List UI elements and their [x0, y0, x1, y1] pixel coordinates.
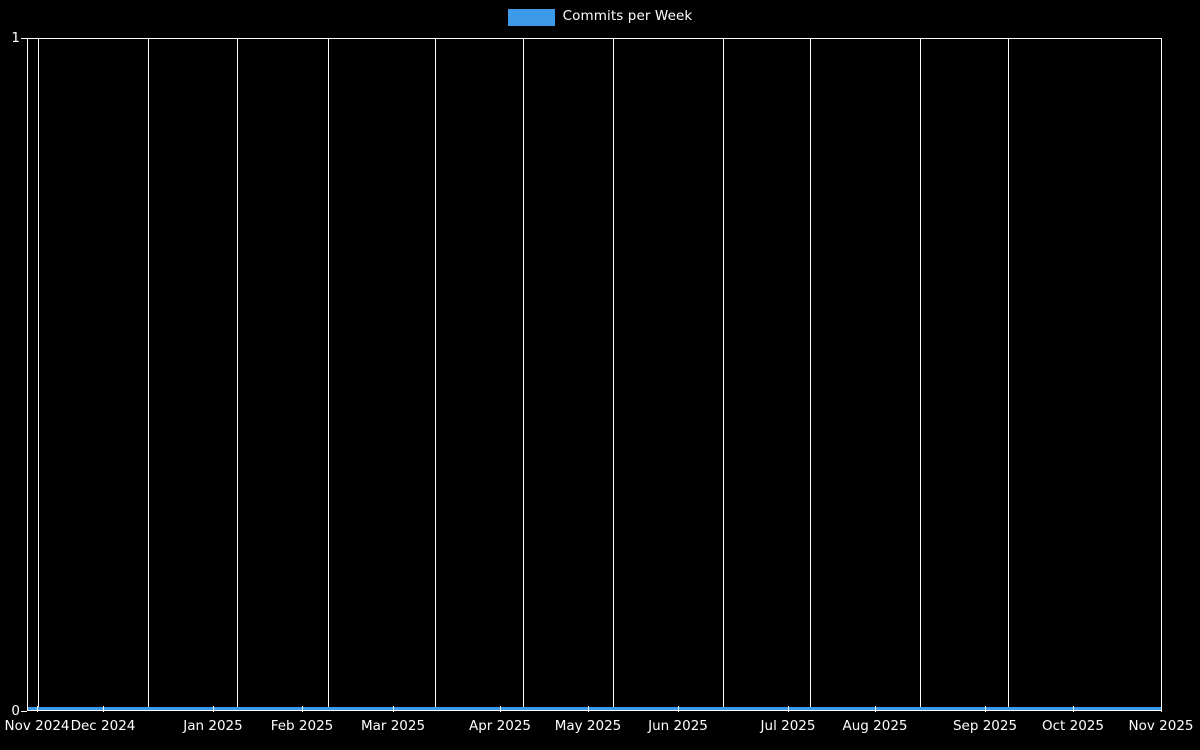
- x-tick-label-mar-2025: Mar 2025: [360, 718, 426, 734]
- x-tick-mark-aug-2025: [875, 706, 876, 712]
- x-tick-mark-oct-2025: [1073, 706, 1074, 712]
- legend-item-label: Commits per Week: [562, 8, 693, 25]
- x-tick-label-feb-2025: Feb 2025: [270, 718, 334, 734]
- gridline-oct-2025: [1008, 39, 1009, 710]
- x-tick-mark-feb-2025: [302, 706, 303, 712]
- x-tick-label-may-2025: May 2025: [554, 718, 622, 734]
- gridline-jul-2025: [723, 39, 724, 710]
- y-tick-label-1: 1: [11, 30, 20, 46]
- x-tick-mark-nov-2024: [37, 706, 38, 712]
- gridline-sep-2025: [920, 39, 921, 710]
- x-tick-mark-mar-2025: [393, 706, 394, 712]
- gridline-dec-2024: [38, 39, 39, 710]
- x-tick-label-nov-2024: Nov 2024: [4, 718, 70, 734]
- x-tick-mark-jan-2025: [213, 706, 214, 712]
- gridline-feb-2025: [237, 39, 238, 710]
- x-tick-label-dec-2024: Dec 2024: [70, 718, 136, 734]
- x-axis: Nov 2024 Dec 2024 Jan 2025 Feb 2025 Mar …: [0, 718, 1200, 750]
- gridline-may-2025: [523, 39, 524, 710]
- x-tick-mark-dec-2024: [103, 706, 104, 712]
- legend-item-commits-per-week: Commits per Week: [507, 8, 693, 26]
- y-tick-mark-1: [21, 38, 27, 39]
- x-tick-label-jul-2025: Jul 2025: [760, 718, 816, 734]
- gridline-jan-2025: [148, 39, 149, 710]
- x-tick-label-apr-2025: Apr 2025: [468, 718, 532, 734]
- plot-area: [27, 38, 1162, 711]
- y-tick-label-0: 0: [11, 703, 20, 719]
- x-tick-label-aug-2025: Aug 2025: [842, 718, 908, 734]
- x-tick-mark-jun-2025: [678, 706, 679, 712]
- x-tick-mark-nov-2025: [1161, 706, 1162, 712]
- chart-legend: Commits per Week: [0, 0, 1200, 34]
- x-tick-mark-sep-2025: [985, 706, 986, 712]
- x-tick-mark-may-2025: [588, 706, 589, 712]
- gridline-mar-2025: [328, 39, 329, 710]
- x-tick-label-jun-2025: Jun 2025: [648, 718, 708, 734]
- gridline-aug-2025: [810, 39, 811, 710]
- y-axis: 1 0: [0, 0, 24, 750]
- y-tick-mark-0: [21, 711, 27, 712]
- x-tick-mark-jul-2025: [788, 706, 789, 712]
- series-line-commits-per-week: [28, 707, 1161, 710]
- x-tick-label-jan-2025: Jan 2025: [183, 718, 243, 734]
- x-tick-label-sep-2025: Sep 2025: [952, 718, 1018, 734]
- gridline-apr-2025: [435, 39, 436, 710]
- x-tick-label-oct-2025: Oct 2025: [1042, 718, 1104, 734]
- legend-color-swatch: [507, 8, 555, 26]
- x-tick-mark-apr-2025: [500, 706, 501, 712]
- gridline-jun-2025: [613, 39, 614, 710]
- plot-inner: [28, 39, 1161, 710]
- x-tick-label-nov-2025: Nov 2025: [1128, 718, 1194, 734]
